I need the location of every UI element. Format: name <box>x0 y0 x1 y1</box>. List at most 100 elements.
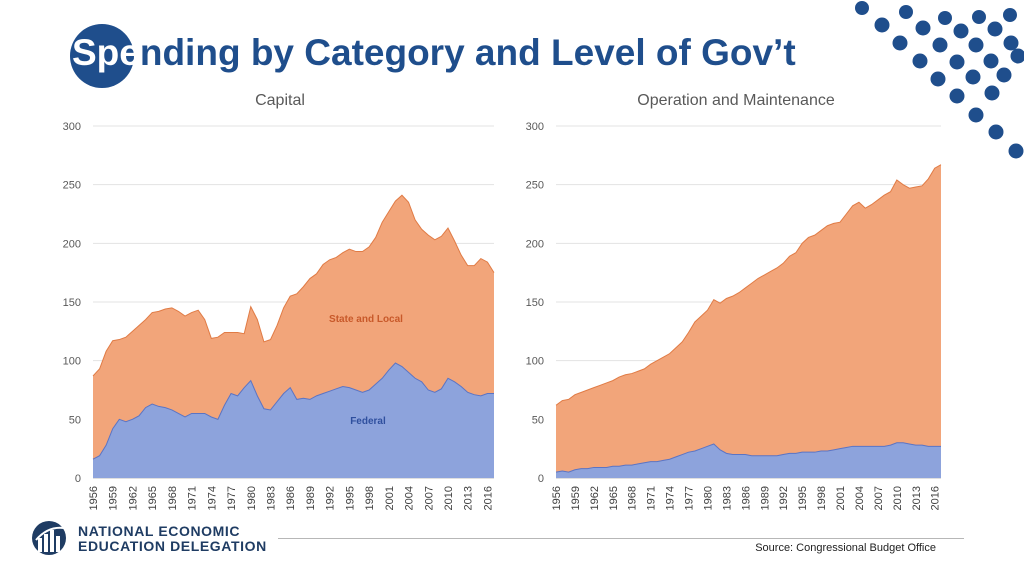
x-tick-label: 1977 <box>226 486 238 510</box>
decorative-dot <box>1003 8 1017 22</box>
decorative-dot <box>968 107 984 123</box>
logo-icon <box>32 521 66 555</box>
x-tick-label: 1965 <box>147 486 159 510</box>
chart-1: Capital 0 50 100 150 200 250 300 1956 1959 1962 196… <box>63 92 495 510</box>
decorative-dot <box>1008 143 1024 159</box>
x-tick-label: 1956 <box>88 486 100 510</box>
x-tick-label: 1956 <box>551 486 563 510</box>
x-tick-label: 1971 <box>646 486 658 510</box>
annotation-state-local: State and Local <box>329 314 403 325</box>
x-tick-label: 1977 <box>684 486 696 510</box>
x-tick-label: 1986 <box>285 486 297 510</box>
chart-2: Operation and Maintenance 0 50 100 150 200 250… <box>526 92 942 510</box>
y-tick-label: 250 <box>63 180 81 192</box>
decorative-dot <box>892 35 908 51</box>
decorative-dot <box>930 71 946 87</box>
x-tick-label: 1992 <box>325 486 337 510</box>
x-tick-label: 1998 <box>816 486 828 510</box>
x-tick-label: 2010 <box>892 486 904 510</box>
x-tick-label: 1983 <box>265 486 277 510</box>
x-tick-label: 1968 <box>167 486 179 510</box>
federal-area <box>93 363 494 478</box>
y-tick-label: 150 <box>526 297 544 309</box>
x-tick-label: 1989 <box>759 486 771 510</box>
x-tick-label: 1989 <box>305 486 317 510</box>
decorative-dot-pattern <box>855 1 1024 159</box>
federal-line <box>555 442 941 473</box>
source-note: Source: Congressional Budget Office <box>755 542 936 554</box>
x-tick-label: 2010 <box>443 486 455 510</box>
footer-divider <box>278 538 964 539</box>
x-tick-label: 1959 <box>570 486 582 510</box>
decorative-dot <box>1010 48 1024 64</box>
page-title: Spending by Category and Level of Gov’t <box>72 32 796 74</box>
y-tick-label: 200 <box>63 238 81 250</box>
decorative-dot <box>855 1 869 15</box>
x-tick-label: 1974 <box>665 486 677 510</box>
decorative-dot <box>949 54 965 70</box>
decorative-dot <box>938 11 952 25</box>
decorative-dot <box>996 67 1012 83</box>
y-tick-label: 50 <box>532 414 544 426</box>
state-local-line <box>555 164 942 406</box>
decorative-dot <box>953 23 969 39</box>
chart-title: Operation and Maintenance <box>637 92 835 109</box>
decorative-dot <box>968 37 984 53</box>
y-tick-label: 0 <box>75 473 81 485</box>
decorative-dot <box>949 88 965 104</box>
x-tick-label: 2013 <box>911 486 923 510</box>
annotation-federal: Federal <box>350 416 386 427</box>
y-tick-label: 0 <box>538 473 544 485</box>
state-local-area <box>93 195 494 460</box>
decorative-dot <box>983 53 999 69</box>
y-tick-label: 250 <box>526 180 544 192</box>
x-tick-label: 2004 <box>404 486 416 510</box>
decorative-dot <box>915 20 931 36</box>
x-tick-label: 1995 <box>797 486 809 510</box>
x-tick-label: 1971 <box>187 486 199 510</box>
x-tick-label: 1995 <box>344 486 356 510</box>
x-tick-label: 1998 <box>364 486 376 510</box>
x-tick-label: 1968 <box>627 486 639 510</box>
y-tick-label: 100 <box>526 356 544 368</box>
x-tick-label: 2004 <box>854 486 866 510</box>
x-tick-label: 2007 <box>423 486 435 510</box>
decorative-dot <box>972 10 986 24</box>
x-tick-label: 2007 <box>873 486 885 510</box>
x-tick-label: 1980 <box>246 486 258 510</box>
y-tick-label: 150 <box>63 297 81 309</box>
x-tick-label: 1962 <box>589 486 601 510</box>
x-tick-label: 1980 <box>702 486 714 510</box>
decorative-dot <box>988 124 1004 140</box>
y-tick-label: 100 <box>63 356 81 368</box>
x-tick-label: 2001 <box>384 486 396 510</box>
decorative-dot <box>984 85 1000 101</box>
decorative-dot <box>912 53 928 69</box>
y-tick-label: 200 <box>526 238 544 250</box>
x-tick-label: 1986 <box>740 486 752 510</box>
title-highlight: Spe <box>72 32 140 73</box>
decorative-dot <box>965 69 981 85</box>
x-tick-label: 1974 <box>206 486 218 510</box>
state-local-area <box>556 164 941 473</box>
x-tick-label: 1965 <box>608 486 620 510</box>
y-tick-label: 300 <box>63 121 81 133</box>
title-rest: nding by Category and Level of Gov’t <box>139 32 796 73</box>
federal-area <box>556 442 941 478</box>
y-tick-label: 50 <box>69 414 81 426</box>
decorative-dot <box>1003 35 1019 51</box>
x-tick-label: 1992 <box>778 486 790 510</box>
decorative-dot <box>899 5 913 19</box>
x-tick-label: 1983 <box>721 486 733 510</box>
x-tick-label: 2016 <box>930 486 942 510</box>
federal-line <box>92 362 494 460</box>
x-tick-label: 2001 <box>835 486 847 510</box>
x-tick-label: 2013 <box>463 486 475 510</box>
x-tick-label: 2016 <box>482 486 494 510</box>
chart-title: Capital <box>255 92 305 109</box>
y-tick-label: 300 <box>526 121 544 133</box>
title-circle-accent <box>70 24 134 88</box>
decorative-dot <box>874 17 890 33</box>
state-local-line <box>92 194 495 377</box>
